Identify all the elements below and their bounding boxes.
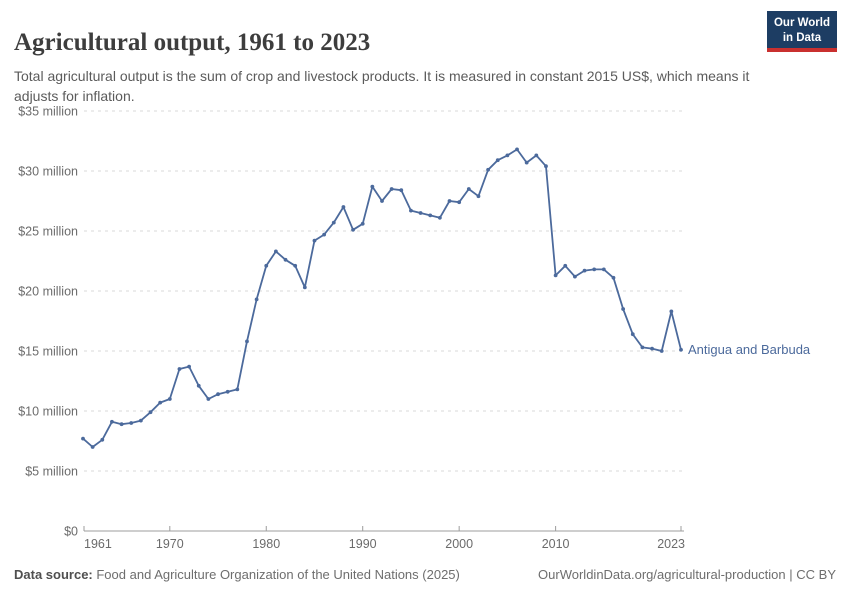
data-point	[81, 436, 85, 441]
data-point	[254, 297, 259, 302]
data-point	[167, 397, 172, 401]
data-point	[457, 200, 462, 205]
data-point	[592, 267, 597, 272]
data-point	[312, 238, 317, 243]
footer-url: OurWorldinData.org/agricultural-producti…	[538, 567, 786, 582]
data-point	[505, 153, 510, 158]
data-point	[148, 410, 153, 415]
data-point	[302, 285, 307, 290]
data-point	[216, 392, 220, 397]
x-axis-label: 1970	[156, 537, 184, 551]
data-point	[544, 164, 548, 169]
y-axis-label: $5 million	[25, 465, 78, 479]
data-point	[90, 445, 95, 449]
data-point	[235, 387, 240, 392]
data-point	[650, 346, 654, 351]
data-point	[129, 421, 134, 425]
data-point	[524, 160, 529, 165]
data-point	[679, 347, 683, 352]
data-source-text: Food and Agriculture Organization of the…	[92, 567, 460, 582]
data-point	[177, 367, 182, 371]
y-axis-label: $15 million	[18, 345, 78, 359]
entity-label: Antigua and Barbuda	[688, 342, 811, 357]
data-point	[119, 422, 124, 427]
data-point	[206, 397, 211, 401]
x-axis-label: 2000	[445, 537, 473, 551]
x-axis-label: 1980	[252, 537, 280, 551]
data-point	[283, 257, 288, 262]
data-point	[293, 263, 298, 268]
data-source-label: Data source:	[14, 567, 93, 582]
data-point	[341, 205, 346, 209]
x-axis-label: 1961	[84, 537, 112, 551]
data-point	[110, 419, 114, 424]
data-point	[409, 208, 413, 213]
data-point	[399, 188, 404, 193]
data-point	[370, 184, 375, 189]
data-point	[322, 232, 327, 237]
y-axis-label: $0	[64, 525, 78, 539]
footer-license: CC BY	[796, 567, 836, 582]
data-point	[669, 309, 674, 314]
chart-subtitle: Total agricultural output is the sum of …	[14, 68, 750, 105]
data-point	[225, 389, 230, 394]
data-point	[418, 211, 423, 215]
data-point	[187, 364, 191, 369]
x-axis-label: 2023	[657, 537, 685, 551]
data-point	[245, 339, 249, 344]
data-point	[486, 167, 490, 172]
y-axis-label: $35 million	[18, 105, 78, 119]
data-source: Data source: Food and Agriculture Organi…	[14, 567, 460, 582]
data-point	[553, 273, 558, 278]
data-point	[428, 213, 433, 218]
data-point	[447, 199, 452, 203]
data-point	[389, 187, 394, 191]
data-point	[274, 249, 278, 254]
owid-logo-line2: in Data	[782, 31, 822, 44]
data-point	[264, 263, 269, 268]
y-axis-label: $10 million	[18, 405, 78, 419]
data-point	[563, 263, 568, 268]
chart-footer: Data source: Food and Agriculture Organi…	[14, 567, 836, 582]
data-point	[158, 400, 163, 405]
data-point	[611, 275, 616, 280]
data-point	[196, 383, 201, 388]
page-title: Agricultural output, 1961 to 2023	[14, 28, 371, 56]
data-point	[582, 268, 587, 273]
x-axis-label: 2010	[542, 537, 570, 551]
y-axis-label: $30 million	[18, 165, 78, 179]
data-point	[573, 274, 577, 279]
data-point	[534, 153, 539, 158]
data-point	[476, 194, 481, 199]
data-point	[515, 147, 519, 152]
data-point	[495, 158, 500, 163]
data-point	[621, 307, 626, 311]
owid-logo-line1: Our World	[773, 17, 830, 29]
data-point	[640, 345, 645, 350]
y-axis-label: $20 million	[18, 285, 78, 299]
data-point	[380, 199, 384, 203]
series-line	[82, 148, 682, 448]
data-point	[331, 220, 336, 225]
data-point	[630, 332, 635, 337]
y-axis-label: $25 million	[18, 225, 78, 239]
data-point	[360, 221, 365, 226]
data-point	[351, 227, 355, 232]
data-point	[437, 215, 442, 220]
data-point	[601, 267, 606, 272]
data-point	[138, 418, 143, 423]
x-axis-label: 1990	[349, 537, 377, 551]
data-point	[659, 349, 664, 353]
footer-right: OurWorldinData.org/agricultural-producti…	[538, 567, 836, 582]
owid-logo: Our World in Data	[766, 11, 837, 53]
data-point	[466, 187, 471, 191]
footer-separator: |	[785, 567, 797, 582]
data-point	[100, 437, 105, 442]
